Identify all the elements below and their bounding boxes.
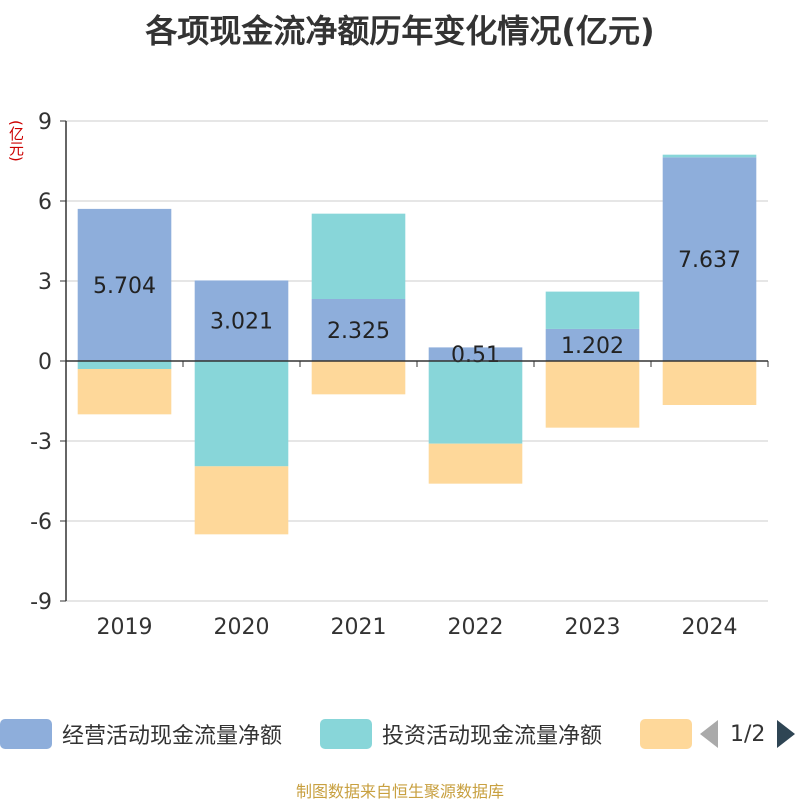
bar-investing-2023 (545, 291, 640, 329)
bar-third-2019 (77, 369, 172, 415)
legend-item-third[interactable] (640, 714, 692, 754)
legend-pager: 1/2 (700, 714, 796, 754)
y-tick-label: 0 (38, 350, 52, 375)
bar-operating-2022 (428, 347, 523, 361)
bar-third-2021 (311, 361, 406, 395)
data-label-2020: 3.021 (210, 310, 273, 335)
data-label-2021: 2.325 (327, 319, 390, 344)
x-tick-label-2021: 2021 (331, 615, 387, 640)
bar-operating-2019 (77, 208, 172, 361)
bar-investing-2024 (662, 154, 757, 158)
bar-third-2023 (545, 361, 640, 428)
x-tick-label-2019: 2019 (97, 615, 153, 640)
chart-canvas: 9 6 3 0 -3 -6 -9 5.704 2019 3.021 2020 2.325 2021 0.5… (30, 110, 769, 640)
bar-operating-2020 (194, 280, 289, 361)
bar-third-2024 (662, 361, 757, 405)
legend-item-investing[interactable]: 投资活动现金流量净额 (320, 714, 602, 754)
data-label-2022: 0.51 (451, 343, 500, 368)
legend-item-operating[interactable]: 经营活动现金流量净额 (0, 714, 282, 754)
legend-prev-icon[interactable] (700, 720, 718, 748)
bar-third-2022 (428, 443, 523, 484)
legend-swatch-operating (0, 719, 52, 749)
data-label-2024: 7.637 (678, 248, 741, 273)
bar-investing-2021 (311, 213, 406, 299)
bar-operating-2023 (545, 328, 640, 361)
y-tick-label: -6 (30, 510, 52, 535)
x-tick-label-2022: 2022 (448, 615, 504, 640)
chart-title: 各项现金流净额历年变化情况(亿元) (145, 12, 655, 50)
y-tick-label: 9 (38, 110, 52, 135)
bar-investing-2022 (428, 361, 523, 444)
x-tick-label-2023: 2023 (565, 615, 621, 640)
legend-swatch-third (640, 719, 692, 749)
legend-label-investing: 投资活动现金流量净额 (382, 724, 603, 749)
bar-third-2020 (194, 466, 289, 535)
legend-label-operating: 经营活动现金流量净额 (62, 724, 283, 749)
data-label-2023: 1.202 (561, 334, 624, 359)
legend-swatch-investing (320, 719, 372, 749)
bar-operating-2021 (311, 299, 406, 361)
y-tick-label: -9 (30, 590, 52, 615)
y-tick-label: 3 (38, 270, 52, 295)
bar-operating-2024 (662, 157, 757, 361)
x-tick-label-2020: 2020 (214, 615, 270, 640)
x-tick-label-2024: 2024 (682, 615, 738, 640)
y-tick-label: 6 (38, 190, 52, 215)
legend-next-icon[interactable] (777, 720, 796, 748)
legend: 经营活动现金流量净额 投资活动现金流量净额 1/2 (0, 714, 800, 754)
y-tick-label: -3 (30, 430, 52, 455)
bar-investing-2019 (77, 361, 172, 369)
legend-page-indicator: 1/2 (730, 721, 766, 747)
source-note: 制图数据来自恒生聚源数据库 (295, 782, 504, 801)
y-axis-unit-label: (亿元) (7, 120, 25, 162)
bar-investing-2020 (194, 361, 289, 467)
data-label-2019: 5.704 (93, 274, 156, 299)
